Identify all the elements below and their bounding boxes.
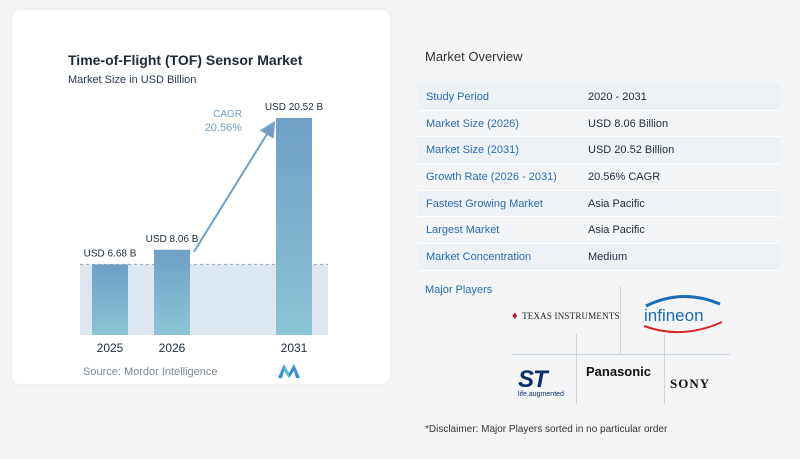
- overview-row-label: Study Period: [426, 90, 489, 103]
- st-icon: ST: [518, 366, 548, 393]
- infineon-text: Infineon: [644, 306, 704, 325]
- bar-2025: [92, 264, 128, 335]
- overview-row-label: Fastest Growing Market: [426, 197, 543, 210]
- overview-row-label: Market Size (2031): [426, 144, 519, 157]
- texas-instruments-logo: ♦ Texas Instruments: [512, 306, 620, 324]
- chart-subtitle: Market Size in USD Billion: [68, 74, 197, 86]
- overview-row: Growth Rate (2026 - 2031) 20.56% CAGR: [418, 164, 780, 191]
- bar-2031: [276, 118, 312, 335]
- cagr-value: 20.56%: [205, 122, 243, 134]
- infineon-swoosh-icon: [643, 294, 723, 334]
- st-tagline: life.augmented: [518, 391, 564, 398]
- st-logo: ST life.augmented: [518, 366, 564, 398]
- grid-divider: [620, 286, 621, 354]
- x-tick-label: 2026: [159, 341, 186, 355]
- overview-row: Market Concentration Medium: [418, 244, 780, 271]
- cagr-arrow: [193, 120, 276, 253]
- overview-table: Study Period 2020 - 2031 Market Size (2026…: [418, 84, 780, 271]
- mordor-logo-icon: [278, 364, 300, 383]
- panasonic-logo: Panasonic: [586, 364, 652, 379]
- bar-value-label: USD 6.68 B: [84, 248, 137, 259]
- overview-row: Market Size (2026) USD 8.06 Billion: [418, 111, 780, 138]
- x-tick-label: 2025: [97, 341, 124, 355]
- x-tick-label: 2031: [281, 341, 308, 355]
- overview-row-value: USD 20.52 Billion: [588, 144, 675, 157]
- grid-divider: [512, 354, 730, 355]
- disclaimer-text: *Disclaimer: Major Players sorted in no …: [425, 424, 668, 435]
- overview-row: Study Period 2020 - 2031: [418, 84, 780, 111]
- overview-row-value: Medium: [588, 250, 628, 263]
- overview-row-value: 20.56% CAGR: [588, 170, 661, 183]
- source-text: Source: Mordor Intelligence: [83, 366, 218, 378]
- overview-row-value: 2020 - 2031: [588, 90, 647, 103]
- grid-divider: [576, 334, 577, 404]
- overview-title: Market Overview: [425, 49, 523, 64]
- overview-row-label: Largest Market: [426, 224, 500, 237]
- overview-row: Fastest Growing Market Asia Pacific: [418, 190, 780, 218]
- overview-row-label: Growth Rate (2026 - 2031): [426, 170, 557, 183]
- infineon-logo: Infineon: [636, 292, 728, 341]
- bar-value-label: USD 8.06 B: [146, 234, 199, 245]
- bar-2026: [154, 249, 190, 335]
- overview-row-value: USD 8.06 Billion: [588, 117, 669, 130]
- players-title: Major Players: [425, 284, 493, 296]
- players-grid: ♦ Texas Instruments Infineon ST life.aug…: [512, 284, 732, 408]
- ti-text: Texas Instruments: [522, 311, 620, 321]
- overview-row-label: Market Concentration: [426, 250, 532, 263]
- overview-row-value: Asia Pacific: [588, 224, 645, 237]
- bar-value-label: USD 20.52 B: [265, 102, 324, 113]
- sony-logo: Sony: [670, 376, 711, 391]
- ti-icon: ♦: [512, 310, 518, 322]
- bar-chart: USD 6.68 B 2025 USD 8.06 B 2026 USD 20.52 B 2…: [80, 102, 328, 355]
- overview-row-value: Asia Pacific: [588, 197, 645, 210]
- overview-row: Market Size (2031) USD 20.52 Billion: [418, 137, 780, 165]
- grid-divider: [664, 334, 665, 404]
- chart-title: Time-of-Flight (TOF) Sensor Market: [68, 52, 303, 68]
- overview-row-label: Market Size (2026): [426, 117, 519, 130]
- overview-row: Largest Market Asia Pacific: [418, 217, 780, 245]
- cagr-label: CAGR: [213, 109, 242, 120]
